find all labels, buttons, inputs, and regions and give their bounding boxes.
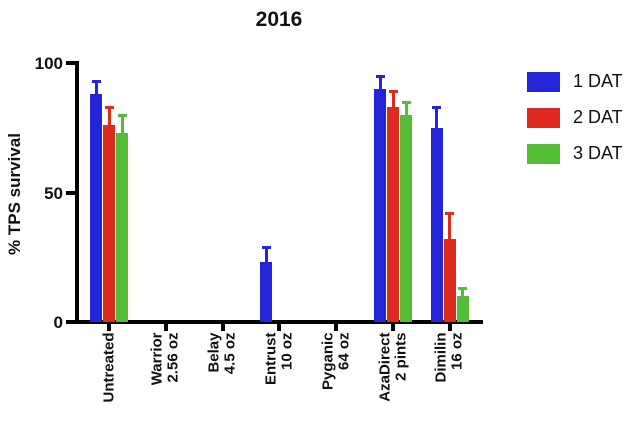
error-bar-cap — [91, 80, 101, 84]
error-bar-stem — [448, 213, 452, 240]
error-bar-stem — [435, 107, 439, 128]
legend-label-2dat: 2 DAT — [573, 107, 623, 127]
legend-item-1dat: 1 DAT — [527, 71, 623, 92]
x-tick — [163, 324, 168, 331]
x-axis-category-label: Entrust 10 oz — [262, 332, 296, 385]
legend-item-3dat: 3 DAT — [527, 143, 623, 164]
error-bar-stem — [94, 81, 98, 95]
error-bar-cap — [458, 287, 468, 291]
bar — [374, 88, 386, 322]
error-bar-cap — [261, 245, 271, 249]
x-tick — [334, 324, 339, 331]
error-bar-cap — [375, 74, 385, 78]
bar — [103, 125, 115, 322]
x-axis-category-label: Untreated — [100, 332, 117, 403]
y-tick-label-0: 0 — [53, 313, 63, 332]
x-axis-category-label: Warrior 2.56 oz — [148, 332, 182, 385]
bar — [90, 94, 102, 322]
error-bar-stem — [391, 91, 395, 108]
error-bar-stem — [378, 75, 382, 89]
legend: 1 DAT 2 DAT 3 DAT — [527, 71, 623, 164]
x-axis-category-label: Belay 4.5 oz — [205, 332, 239, 374]
bar — [430, 127, 443, 322]
chart-title: 2016 — [255, 8, 303, 31]
y-tick-50 — [66, 191, 76, 195]
bar — [443, 239, 456, 322]
x-tick — [391, 324, 395, 331]
x-tick — [277, 324, 282, 331]
x-tick — [447, 324, 452, 331]
x-tick — [107, 324, 111, 331]
legend-swatch-3dat — [527, 143, 560, 164]
error-bar-cap — [104, 106, 114, 110]
y-tick-label-100: 100 — [34, 54, 63, 73]
x-axis-category-label: Pyganic 64 oz — [319, 332, 353, 390]
x-tick — [220, 324, 225, 331]
error-bar-stem — [264, 246, 268, 263]
y-tick-label-50: 50 — [44, 184, 63, 203]
legend-item-2dat: 2 DAT — [527, 107, 623, 128]
y-tick-0 — [66, 320, 76, 324]
x-axis-line — [75, 320, 483, 324]
error-bar-cap — [445, 212, 455, 216]
bar — [260, 262, 273, 322]
x-axis-category-label: Dimilin 16 oz — [432, 332, 466, 383]
x-axis-category-label: AzaDirect 2 pints — [376, 332, 409, 402]
error-bar-stem — [404, 101, 408, 115]
error-bar-cap — [432, 106, 442, 110]
bar — [456, 296, 469, 322]
y-axis-line — [75, 61, 79, 324]
bar — [387, 107, 399, 322]
bar — [116, 132, 128, 322]
bar — [400, 114, 412, 322]
error-bar-stem — [120, 114, 124, 133]
legend-label-1dat: 1 DAT — [573, 71, 623, 91]
y-tick-100 — [66, 61, 76, 65]
legend-swatch-1dat — [527, 71, 560, 92]
error-bar-cap — [388, 90, 398, 94]
legend-label-3dat: 3 DAT — [573, 143, 623, 163]
legend-swatch-2dat — [527, 107, 560, 128]
error-bar-cap — [401, 100, 411, 104]
error-bar-cap — [117, 113, 127, 117]
error-bar-stem — [461, 288, 465, 297]
error-bar-stem — [107, 107, 111, 126]
